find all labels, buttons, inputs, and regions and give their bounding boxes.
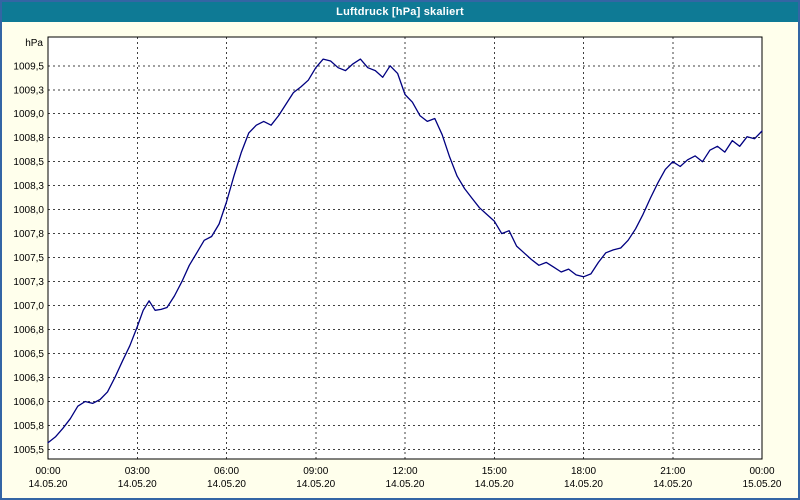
x-tick-date: 14.05.20 (296, 479, 335, 490)
y-tick-label: 1006,5 (13, 349, 44, 360)
x-tick-time: 00:00 (749, 466, 774, 477)
x-tick-date: 14.05.20 (29, 479, 68, 490)
x-tick-date: 14.05.20 (386, 479, 425, 490)
y-tick-label: 1006,3 (13, 373, 44, 384)
y-tick-label: 1008,0 (13, 205, 44, 216)
plot-border (47, 36, 763, 460)
y-tick-label: 1007,3 (13, 277, 44, 288)
x-tick-time: 00:00 (35, 466, 60, 477)
pressure-chart: 1009,5 1009,3 1009,0 1008,8 1008,5 1008,3 1008… (13, 36, 782, 490)
window-title-bar: Luftdruck [hPa] skaliert (2, 2, 798, 22)
y-tick-label: 1007,5 (13, 253, 44, 264)
x-tick-date: 14.05.20 (564, 479, 603, 490)
y-tick-label: 1009,5 (13, 61, 44, 72)
x-tick-date: 14.05.20 (207, 479, 246, 490)
y-tick-label: 1006,8 (13, 325, 44, 336)
y-tick-label: 1005,8 (13, 421, 44, 432)
x-tick-time: 18:00 (571, 466, 596, 477)
x-tick-date: 15.05.20 (743, 479, 782, 490)
x-tick-date: 14.05.20 (475, 479, 514, 490)
x-tick-time: 03:00 (125, 466, 150, 477)
y-tick-label: 1005,5 (13, 445, 44, 456)
y-tick-label: 1009,3 (13, 85, 44, 96)
y-tick-label: 1008,5 (13, 157, 44, 168)
x-tick-time: 15:00 (482, 466, 507, 477)
x-tick-date: 14.05.20 (118, 479, 157, 490)
y-tick-label: 1009,0 (13, 109, 44, 120)
y-axis-unit-label: hPa (25, 38, 43, 49)
x-tick-time: 09:00 (303, 466, 328, 477)
chart-area: 1009,5 1009,3 1009,0 1008,8 1008,5 1008,3 1008… (2, 22, 798, 498)
y-tick-label: 1008,8 (13, 133, 44, 144)
y-tick-label: 1006,0 (13, 397, 44, 408)
x-tick-time: 06:00 (214, 466, 239, 477)
x-tick-date: 14.05.20 (653, 479, 692, 490)
y-tick-label: 1007,0 (13, 301, 44, 312)
pressure-line (47, 58, 763, 444)
x-tick-time: 12:00 (392, 466, 417, 477)
y-tick-label: 1007,8 (13, 229, 44, 240)
x-tick-time: 21:00 (660, 466, 685, 477)
window-title: Luftdruck [hPa] skaliert (336, 6, 464, 18)
y-tick-label: 1008,3 (13, 181, 44, 192)
